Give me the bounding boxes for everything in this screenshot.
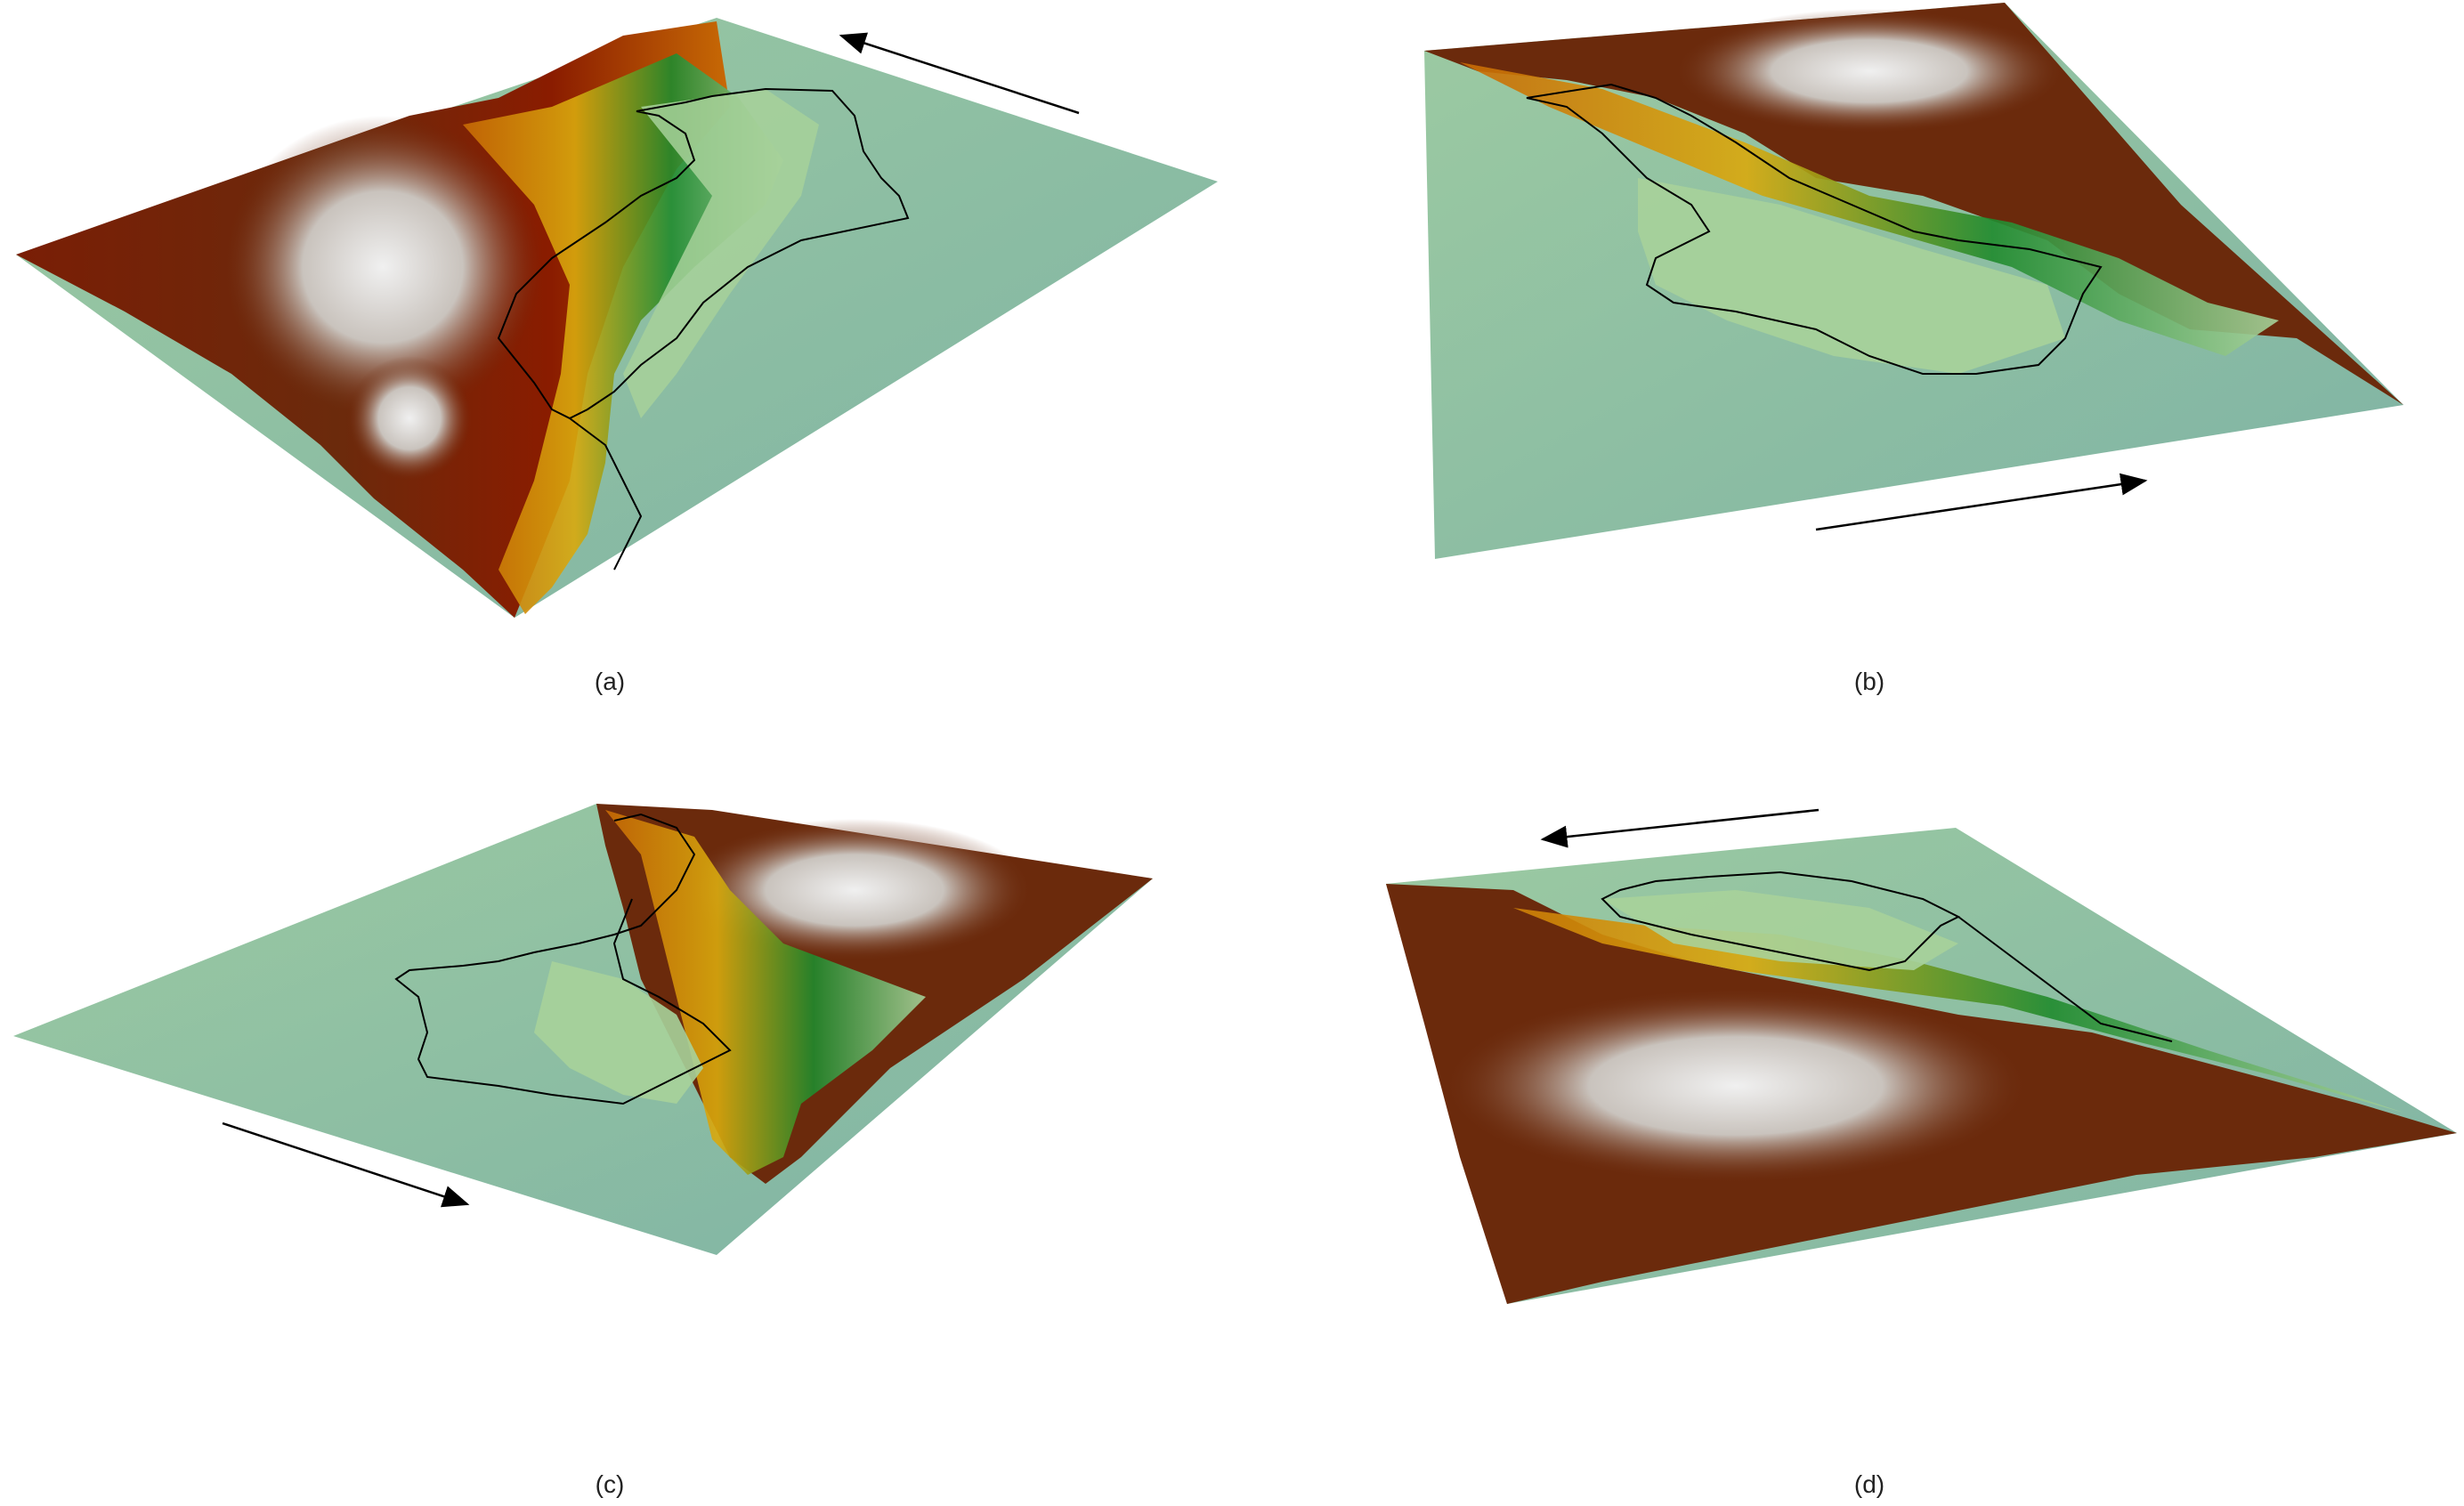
direction-arrow-icon bbox=[222, 1121, 470, 1208]
panel-b bbox=[1424, 3, 2403, 559]
panel-a-snow-peaks bbox=[223, 116, 543, 418]
panel-c-coastal-band bbox=[605, 810, 926, 1175]
panel-b-boundary-line bbox=[1526, 83, 2103, 375]
panel-c-label: (c) bbox=[595, 1470, 625, 1498]
panel-a-lowland bbox=[623, 89, 819, 418]
panel-d-boundary-line bbox=[1601, 870, 2173, 1042]
panel-b-coastal-band bbox=[1460, 62, 2279, 356]
panel-a-boundary-line bbox=[497, 87, 910, 571]
panel-d-lowland bbox=[1602, 890, 1958, 970]
direction-arrow-icon bbox=[1815, 473, 2148, 531]
panel-b-snow-peaks bbox=[1674, 9, 2065, 134]
panel-a bbox=[16, 18, 1218, 618]
panel-b-label: (b) bbox=[1853, 668, 1885, 695]
panel-d-coastal-band bbox=[1398, 890, 2403, 1113]
panel-d-label: (d) bbox=[1853, 1470, 1885, 1498]
panel-d bbox=[1386, 808, 2457, 1304]
panel-a-coastal-band bbox=[463, 53, 783, 614]
panel-c-lowland bbox=[534, 961, 703, 1104]
panel-c bbox=[13, 804, 1153, 1255]
panel-b-lowland bbox=[1638, 178, 2065, 374]
panel-c-boundary-line bbox=[394, 813, 732, 1105]
panel-d-snow-peaks bbox=[1442, 988, 2030, 1184]
panel-a-label: (a) bbox=[594, 668, 626, 695]
panel-a-snow-ridge bbox=[347, 356, 472, 481]
direction-arrow-icon bbox=[839, 32, 1080, 115]
direction-arrow-icon bbox=[1540, 808, 1820, 848]
